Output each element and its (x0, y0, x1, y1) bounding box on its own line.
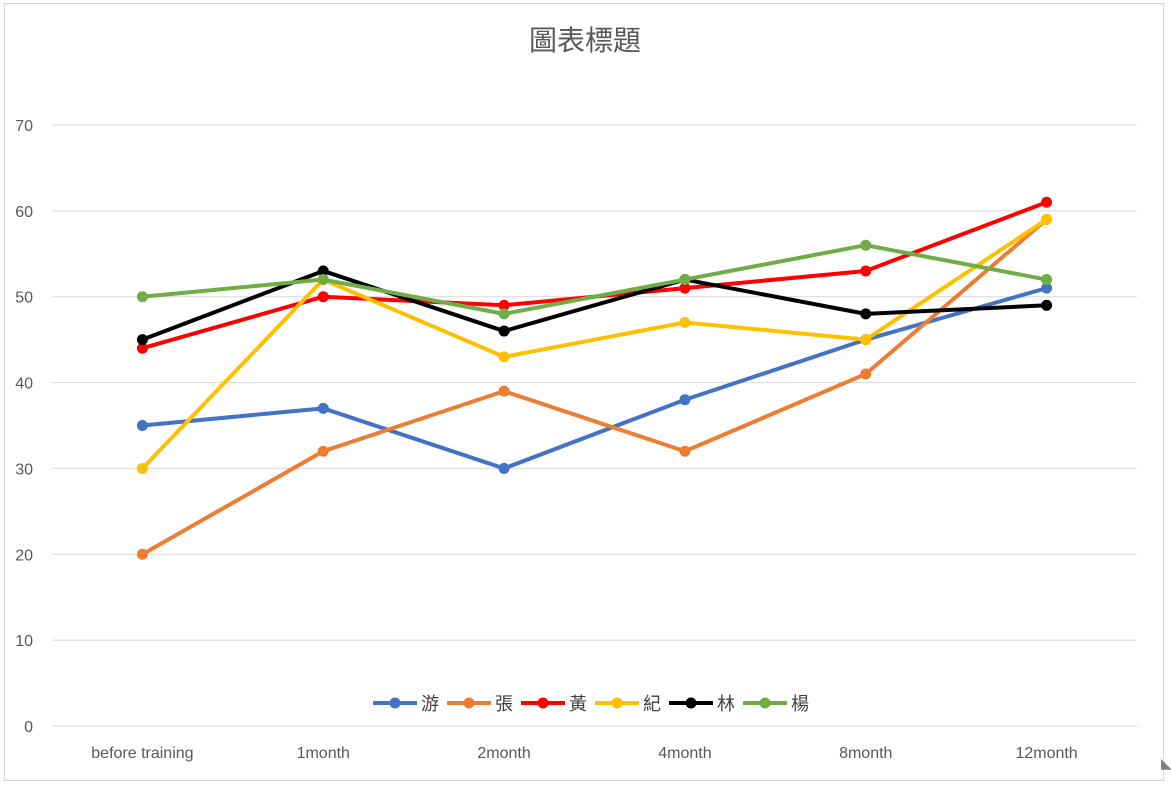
data-point[interactable] (317, 274, 329, 286)
x-tick-label: 8month (839, 745, 892, 762)
legend-item-2[interactable]: 黃 (521, 694, 587, 715)
resize-handle-icon[interactable]: ◣ (1161, 756, 1171, 772)
series-1 (136, 213, 1053, 560)
x-tick-label: 2month (477, 745, 530, 762)
data-point[interactable] (498, 351, 510, 363)
y-tick-label: 10 (15, 633, 33, 650)
series-line[interactable] (140, 286, 1049, 471)
series-group (136, 196, 1053, 560)
data-point[interactable] (1041, 196, 1053, 208)
x-tick-label: before training (91, 745, 193, 762)
data-point[interactable] (136, 420, 148, 431)
legend-item-5[interactable]: 楊 (743, 694, 809, 715)
data-point[interactable] (679, 394, 691, 406)
data-point[interactable] (136, 462, 148, 474)
data-point[interactable] (136, 291, 148, 303)
data-point[interactable] (679, 282, 691, 294)
legend-item-0[interactable]: 游 (373, 694, 439, 715)
data-point[interactable] (498, 325, 510, 337)
series-line[interactable] (140, 217, 1049, 471)
legend-label: 林 (717, 694, 735, 715)
data-point[interactable] (317, 265, 329, 277)
legend: 游張黃紀林楊 (373, 694, 809, 715)
data-point[interactable] (1041, 282, 1053, 294)
legend-marker-icon (759, 697, 771, 709)
x-tick-label: 1month (297, 745, 350, 762)
chart-title: 圖表標題 (529, 24, 641, 57)
data-point[interactable] (498, 299, 510, 311)
legend-marker-icon (463, 697, 475, 709)
data-point[interactable] (498, 385, 510, 397)
x-tick-label: 4month (658, 745, 711, 762)
data-point[interactable] (317, 402, 329, 414)
y-tick-label: 70 (15, 118, 33, 135)
data-point[interactable] (1041, 213, 1053, 225)
legend-label: 楊 (791, 694, 809, 715)
data-point[interactable] (860, 308, 872, 320)
data-point[interactable] (498, 308, 510, 320)
y-axis-ticks: 0 10 20 30 40 50 60 70 (15, 118, 33, 736)
legend-marker-icon (389, 697, 401, 709)
data-point[interactable] (136, 334, 148, 346)
legend-marker-icon (611, 697, 623, 709)
data-point[interactable] (679, 445, 691, 457)
legend-label: 游 (421, 694, 439, 715)
data-point[interactable] (1041, 274, 1053, 286)
data-point[interactable] (1041, 299, 1053, 311)
x-axis-ticks: before training 1month 2month 4month 8month 1… (91, 745, 1077, 762)
legend-label: 黃 (569, 694, 587, 715)
legend-item-4[interactable]: 林 (669, 694, 735, 715)
y-tick-label: 30 (15, 461, 33, 478)
data-point[interactable] (136, 548, 148, 560)
gridlines (52, 124, 1137, 727)
chart-area[interactable] (4, 3, 1164, 781)
y-tick-label: 0 (24, 719, 33, 736)
y-tick-label: 50 (15, 290, 33, 307)
data-point[interactable] (679, 316, 691, 328)
data-point[interactable] (317, 445, 329, 457)
data-point[interactable] (317, 291, 329, 303)
data-point[interactable] (860, 265, 872, 277)
series-0 (136, 282, 1053, 474)
legend-item-1[interactable]: 張 (447, 694, 513, 715)
legend-label: 張 (495, 694, 513, 715)
y-tick-label: 60 (15, 204, 33, 221)
data-point[interactable] (860, 239, 872, 251)
series-line[interactable] (140, 217, 1049, 557)
series-5 (136, 239, 1053, 320)
y-tick-label: 40 (15, 376, 33, 393)
legend-label: 紀 (643, 694, 661, 715)
x-tick-label: 12month (1015, 745, 1077, 762)
legend-marker-icon (685, 697, 697, 709)
legend-marker-icon (537, 697, 549, 709)
y-tick-label: 20 (15, 547, 33, 564)
data-point[interactable] (679, 274, 691, 286)
data-point[interactable] (498, 462, 510, 474)
data-point[interactable] (860, 368, 872, 380)
legend-item-3[interactable]: 紀 (595, 694, 661, 715)
series-line[interactable] (140, 243, 1049, 316)
data-point[interactable] (136, 342, 148, 354)
data-point[interactable] (860, 334, 872, 346)
